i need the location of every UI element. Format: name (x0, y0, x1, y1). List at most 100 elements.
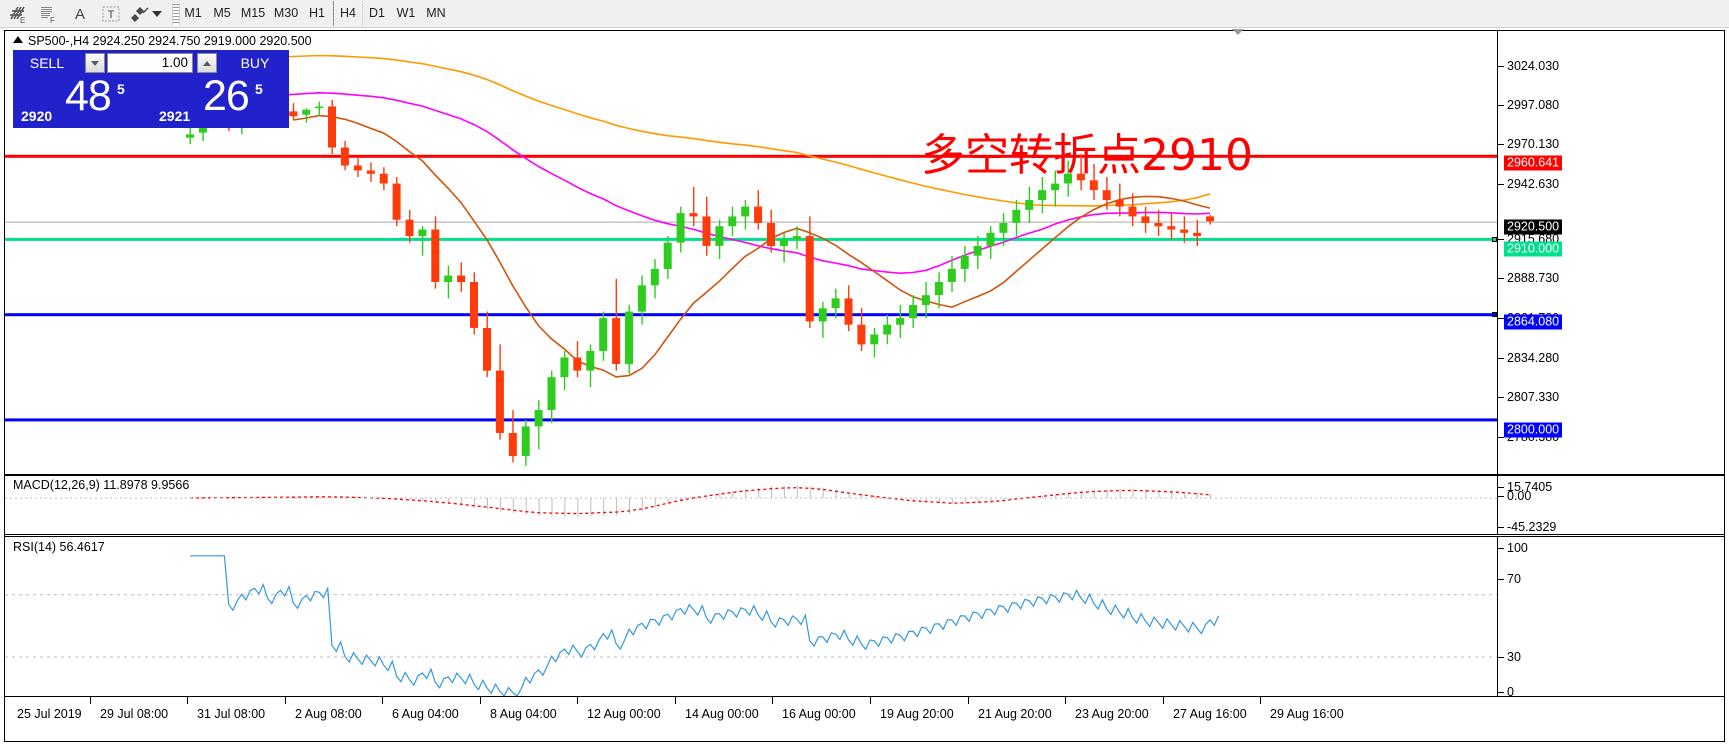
macd-axis-tick (1498, 487, 1504, 488)
price-axis-tick (1498, 318, 1504, 319)
volume-stepper[interactable]: 1.00 (83, 51, 219, 75)
buy-price-fraction: 5 (255, 81, 263, 97)
indicators-icon[interactable]: E (4, 2, 34, 26)
symbol-ohlc-text: SP500-,H4 2924.250 2924.750 2919.000 292… (28, 34, 312, 48)
candlestick-series (5, 54, 1497, 466)
buy-price-quote[interactable]: 2921 26 5 (151, 77, 289, 128)
price-axis-tick (1498, 239, 1504, 240)
buy-price-value: 26 (203, 77, 250, 120)
price-axis-tick (1498, 397, 1504, 398)
rsi-plot-area[interactable]: RSI(14) 56.4617 (5, 537, 1497, 696)
time-axis-label: 14 Aug 00:00 (685, 707, 759, 721)
sell-price-value: 48 (65, 77, 112, 120)
price-axis-tick (1498, 437, 1504, 438)
autoscroll-icon[interactable]: F (34, 2, 64, 26)
rsi-pane[interactable]: RSI(14) 56.4617 100 70 30 0 (5, 536, 1724, 699)
trade-panel-top-row: SELL 1.00 BUY (13, 50, 289, 76)
text-label-icon[interactable]: A (74, 5, 85, 23)
time-axis-tick (968, 697, 969, 704)
price-tag-support-2[interactable]: 2800.000 (1504, 422, 1563, 438)
macd-axis-tick (1498, 496, 1504, 497)
time-axis-tick (1163, 697, 1164, 704)
timeframe-m15[interactable]: M15 (240, 6, 266, 20)
text-object-icon[interactable]: T (96, 2, 126, 26)
price-tag-resistance[interactable]: 2960.641 (1504, 155, 1563, 171)
time-axis-label: 12 Aug 00:00 (587, 707, 661, 721)
rsi-series (5, 555, 1497, 696)
sell-price-fraction: 5 (117, 81, 125, 97)
time-axis-tick (1065, 697, 1066, 704)
time-axis-tick (772, 697, 773, 704)
price-plot-area[interactable] (5, 31, 1497, 474)
time-axis[interactable]: 25 Jul 2019 29 Jul 08:00 31 Jul 08:00 2 Aug… (5, 696, 1724, 741)
rsi-axis-label: 70 (1507, 572, 1521, 586)
chart-annotation-text[interactable]: 多空转折点2910 (921, 130, 1253, 181)
level-handle[interactable] (1492, 236, 1497, 242)
time-axis-tick (870, 697, 871, 704)
volume-decrease-button[interactable] (85, 53, 105, 73)
objects-dropdown-icon[interactable] (150, 2, 164, 26)
time-axis-label: 23 Aug 20:00 (1075, 707, 1149, 721)
price-axis-label: 2997.080 (1507, 98, 1560, 112)
macd-plot-area[interactable]: MACD(12,26,9) 11.8978 9.9566 (5, 476, 1497, 534)
price-tag-pivot[interactable]: 2910.000 (1504, 241, 1563, 257)
time-axis-label: 8 Aug 04:00 (490, 707, 557, 721)
timeframe-m1[interactable]: M1 (184, 6, 202, 20)
macd-axis: 15.7405 0.00 -45.2329 (1497, 476, 1724, 534)
price-axis-label: 2970.130 (1507, 137, 1560, 151)
time-axis-label: 6 Aug 04:00 (392, 707, 459, 721)
time-axis-label: 2 Aug 08:00 (295, 707, 362, 721)
time-axis-tick (577, 697, 578, 704)
timeframe-m5[interactable]: M5 (213, 6, 231, 20)
macd-axis-label: 15.7405 (1507, 480, 1553, 494)
timeframe-h1[interactable]: H1 (309, 6, 325, 20)
timeframe-m30[interactable]: M30 (273, 6, 299, 20)
svg-text:E: E (20, 16, 25, 24)
price-axis[interactable]: 3024.030 2997.080 2970.130 2942.630 2915.680… (1497, 31, 1724, 474)
price-axis-label: 2834.280 (1507, 351, 1560, 365)
rsi-axis-tick (1498, 548, 1504, 549)
symbol-header: SP500-,H4 2924.250 2924.750 2919.000 292… (13, 34, 312, 48)
rsi-title: RSI(14) 56.4617 (13, 540, 105, 554)
timeframe-h4[interactable]: H4 (333, 1, 363, 26)
chart-scroll-arrow-icon[interactable] (1232, 29, 1244, 35)
timeframe-w1[interactable]: W1 (396, 6, 416, 20)
buy-button[interactable]: BUY (221, 50, 289, 76)
time-axis-label: 19 Aug 20:00 (880, 707, 954, 721)
timeframe-d1[interactable]: D1 (369, 6, 385, 20)
macd-axis-tick (1498, 527, 1504, 528)
price-tag-support-1[interactable]: 2864.080 (1504, 314, 1563, 330)
sell-price-quote[interactable]: 2920 48 5 (13, 77, 149, 128)
rsi-axis-label: 30 (1507, 650, 1521, 664)
sell-button[interactable]: SELL (13, 50, 81, 76)
rsi-axis-label: 100 (1507, 541, 1528, 555)
time-axis-label: 31 Jul 08:00 (197, 707, 266, 721)
volume-increase-button[interactable] (197, 53, 217, 73)
chart-window[interactable]: 3024.030 2997.080 2970.130 2942.630 2915.680… (4, 30, 1725, 742)
time-axis-label: 27 Aug 16:00 (1173, 707, 1247, 721)
level-handle[interactable] (1492, 312, 1497, 318)
price-axis-tick (1498, 105, 1504, 106)
time-axis-label: 25 Jul 2019 (17, 707, 82, 721)
macd-series (5, 485, 1497, 517)
macd-pane[interactable]: MACD(12,26,9) 11.8978 9.9566 15.7405 0.00… (5, 475, 1724, 535)
objects-icon[interactable] (126, 2, 156, 26)
price-axis-label: 2888.730 (1507, 271, 1560, 285)
buy-price-prefix: 2921 (159, 108, 191, 124)
collapse-triangle-icon[interactable] (13, 36, 23, 43)
time-axis-label: 21 Aug 20:00 (978, 707, 1052, 721)
sell-price-prefix: 2920 (21, 108, 53, 124)
rsi-axis-tick (1498, 579, 1504, 580)
volume-input[interactable]: 1.00 (107, 53, 193, 73)
time-axis-tick (1260, 697, 1261, 704)
price-axis-tick (1498, 184, 1504, 185)
macd-axis-label: -45.2329 (1507, 520, 1557, 534)
toolbar-grip[interactable] (172, 3, 180, 25)
price-pane[interactable]: 3024.030 2997.080 2970.130 2942.630 2915.680… (5, 31, 1724, 475)
timeframe-mn[interactable]: MN (426, 6, 446, 20)
macd-title: MACD(12,26,9) 11.8978 9.9566 (13, 478, 190, 492)
one-click-trading-panel[interactable]: SELL 1.00 BUY 2920 48 5 2921 26 5 (13, 50, 289, 128)
price-axis-tick (1498, 144, 1504, 145)
price-tag-current[interactable]: 2920.500 (1504, 219, 1563, 235)
time-axis-tick (382, 697, 383, 704)
